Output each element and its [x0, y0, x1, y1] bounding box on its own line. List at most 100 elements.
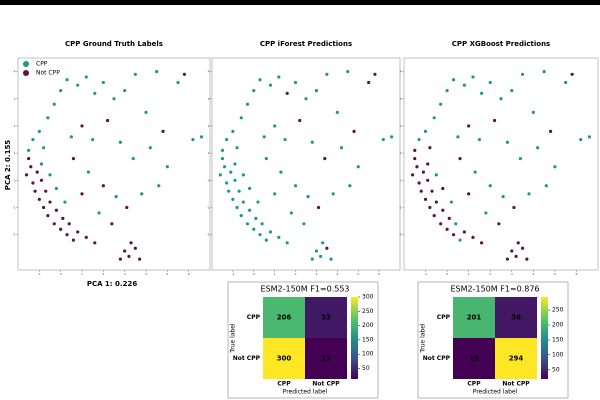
point	[86, 170, 90, 174]
point	[525, 257, 529, 261]
x-tick-label: 5	[357, 272, 359, 276]
cell-value: 206	[277, 314, 292, 322]
point	[199, 135, 204, 139]
matrix-cell	[453, 338, 495, 379]
point	[258, 78, 262, 82]
point	[71, 238, 76, 242]
point	[306, 195, 310, 199]
point	[245, 102, 250, 106]
point	[39, 178, 44, 182]
row-label: Not CPP	[233, 355, 261, 362]
x-tick-label: 1	[468, 272, 470, 276]
point	[65, 233, 69, 237]
legend-swatch	[23, 70, 29, 76]
plot-frame	[403, 57, 599, 271]
point	[454, 222, 458, 226]
point	[110, 222, 114, 226]
point	[510, 249, 514, 253]
point	[434, 200, 438, 204]
y-axis-label: True label	[420, 323, 427, 353]
point	[432, 116, 436, 120]
y-tick-label: 3	[208, 97, 210, 101]
point	[176, 80, 180, 85]
x-tick-label: 0	[446, 272, 448, 276]
point	[252, 227, 256, 231]
point	[445, 227, 449, 231]
point	[310, 257, 314, 261]
point	[367, 80, 371, 85]
point	[140, 192, 144, 196]
point	[527, 192, 531, 196]
point	[285, 241, 289, 245]
y-tick-label: 0	[400, 178, 402, 182]
x-tick-label: 5	[166, 272, 168, 276]
point	[248, 208, 252, 212]
y-tick-label: 4	[400, 70, 402, 74]
point	[76, 230, 80, 234]
point	[335, 110, 339, 114]
point	[471, 75, 475, 79]
x-tick-label: 0	[253, 272, 255, 276]
point	[480, 241, 484, 245]
x-tick-label: 3	[511, 272, 513, 276]
point	[148, 146, 152, 150]
x-tick-label: -1	[38, 272, 41, 276]
x-tick-label: 0	[60, 272, 62, 276]
legend-label: CPP	[36, 61, 48, 68]
cell-value: 38	[511, 314, 521, 322]
point	[59, 227, 63, 231]
col-label: CPP	[467, 381, 481, 388]
point	[426, 162, 430, 166]
x-tick-label: 6	[378, 272, 380, 276]
y-tick-label: 0	[208, 178, 210, 182]
point	[127, 254, 131, 259]
point	[421, 170, 425, 174]
point	[520, 72, 525, 76]
point	[52, 222, 56, 226]
point	[331, 192, 335, 196]
x-axis-label: PCA 1: 0.226	[87, 280, 138, 288]
point	[101, 184, 105, 188]
point	[125, 205, 129, 210]
point	[321, 241, 325, 245]
point	[48, 173, 52, 177]
colorbar-tick-label: 300	[362, 294, 374, 301]
point	[31, 181, 35, 185]
matrix-cell	[495, 338, 537, 379]
point	[262, 135, 266, 139]
point	[182, 72, 186, 76]
point	[157, 184, 161, 188]
point	[273, 192, 277, 196]
point	[373, 72, 377, 76]
y-tick-label: 4	[208, 70, 210, 74]
point	[39, 162, 44, 166]
colorbar-tick-label: 150	[552, 336, 564, 343]
point	[293, 184, 298, 188]
point	[346, 69, 350, 74]
y-tick-label: 4	[14, 70, 16, 74]
point	[518, 156, 523, 161]
cell-value: 19	[469, 355, 479, 363]
point	[69, 135, 73, 139]
point	[29, 165, 33, 169]
point	[91, 137, 95, 142]
point	[273, 124, 277, 128]
point	[48, 200, 52, 204]
colorbar-tick-label: 250	[552, 307, 564, 314]
colorbar-tick-label: 50	[362, 365, 370, 372]
point	[514, 254, 518, 259]
point	[564, 80, 568, 85]
row-label: Not CPP	[423, 355, 451, 362]
x-tick-label: 4	[145, 272, 147, 276]
point	[432, 214, 436, 218]
y-axis-label: True label	[230, 323, 237, 353]
point	[93, 91, 97, 95]
point	[480, 91, 484, 95]
row-label: CPP	[247, 314, 261, 321]
point	[449, 200, 454, 204]
point	[314, 249, 319, 253]
point	[570, 72, 574, 76]
point	[101, 80, 105, 85]
cell-value: 300	[277, 355, 292, 363]
point	[447, 216, 451, 220]
